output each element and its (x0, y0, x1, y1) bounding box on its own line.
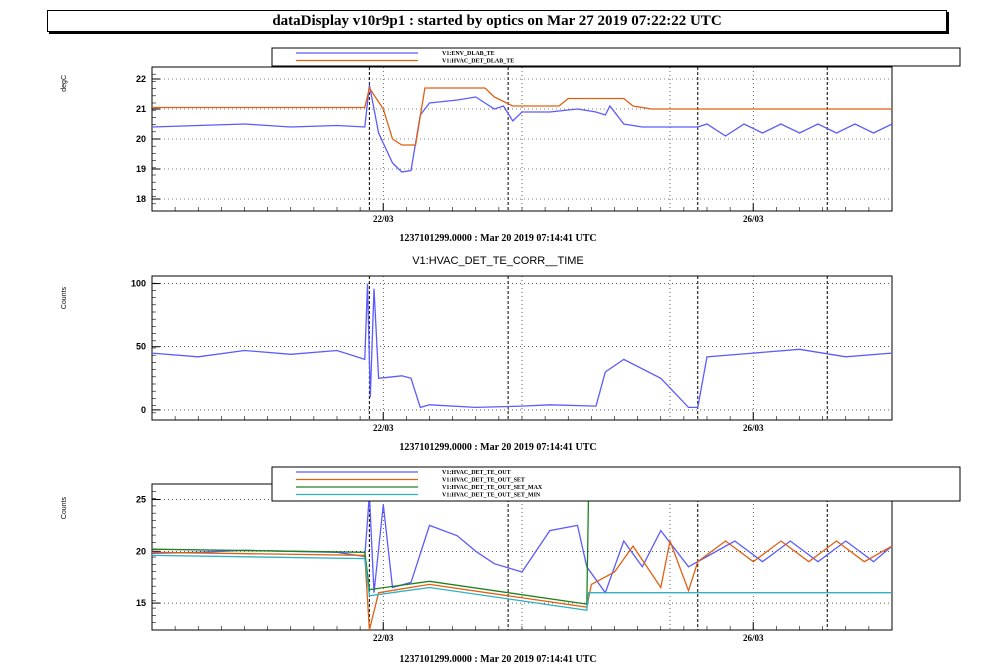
x-tick-label: 26/03 (743, 423, 764, 433)
y-tick-label: 50 (136, 342, 146, 352)
y-tick-label: 15 (136, 598, 146, 608)
series-line-1 (151, 84, 893, 173)
y-axis-label: Counts (61, 497, 68, 520)
y-tick-label: 21 (136, 104, 146, 114)
legend-entry: V1:HVAC_DET_TE_OUT_SET_MIN (442, 493, 541, 499)
legend-entry: V1:HVAC_DET_TE_OUT (442, 470, 511, 476)
x-axis-label: 1237101299.0000 : Mar 20 2019 07:14:41 U… (399, 442, 596, 453)
legend-entry: V1:HVAC_DET_TE_OUT_SET_MAX (442, 485, 543, 491)
y-tick-label: 20 (136, 546, 146, 556)
legend-box (271, 47, 961, 67)
y-axis-label: degC (61, 75, 68, 92)
y-tick-label: 0 (141, 405, 146, 415)
y-axis-label: Counts (61, 287, 68, 310)
series-line-2 (151, 538, 893, 631)
x-axis-label: 1237101299.0000 : Mar 20 2019 07:14:41 U… (399, 233, 596, 244)
x-tick-label: 22/03 (373, 423, 394, 433)
chart-panel-1: 18 19 20 21 22 22/03 26/03 degC 1237101299.0000 … (61, 47, 961, 244)
x-tick-label: 26/03 (743, 633, 764, 643)
chart-panel-2: 0 50 100 22/03 26/03 Counts 1237101299.0000 : … (61, 255, 893, 453)
window-title: dataDisplay v10r9p1 : started by optics … (47, 10, 947, 32)
y-tick-label: 100 (131, 279, 146, 289)
series-line-2 (152, 86, 892, 146)
y-tick-label: 25 (136, 495, 146, 505)
legend-box (271, 466, 961, 502)
chart-title: V1:HVAC_DET_TE_CORR__TIME (412, 255, 584, 267)
x-axis-label: 1237101299.0000 : Mar 20 2019 07:14:41 U… (399, 654, 596, 665)
x-tick-label: 22/03 (373, 214, 394, 224)
y-tick-label: 18 (136, 194, 146, 204)
y-tick-label: 19 (136, 164, 146, 174)
y-tick-label: 22 (136, 74, 146, 84)
y-tick-label: 20 (136, 134, 146, 144)
x-tick-label: 22/03 (373, 633, 394, 643)
series-line-4 (151, 554, 892, 612)
legend-entry: V1:ENV_DLAB_TE (442, 51, 495, 57)
legend-entry: V1:HVAC_DET_DLAB_TE (442, 59, 514, 65)
series-line-1 (151, 283, 893, 409)
x-tick-label: 26/03 (743, 214, 764, 224)
chart-panel-3: 15 20 25 22/03 26/03 Counts 1237101299.0000 : … (61, 466, 961, 665)
legend-entry: V1:HVAC_DET_TE_OUT_SET (442, 478, 525, 484)
